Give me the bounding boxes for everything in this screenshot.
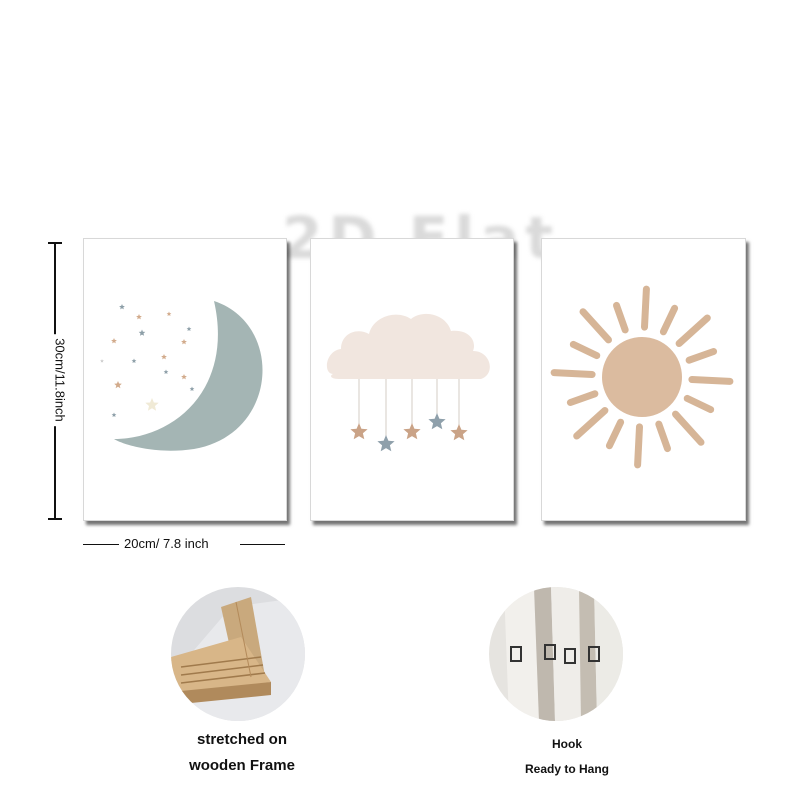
sun-ray xyxy=(613,301,629,334)
sun-ray xyxy=(683,394,715,414)
cloud-string-group xyxy=(350,379,468,452)
star-icon xyxy=(111,412,117,417)
moon-illustration xyxy=(100,301,263,451)
sun-ray xyxy=(566,390,599,406)
star-icon xyxy=(100,359,104,363)
hook-photo xyxy=(489,587,623,721)
star-icon xyxy=(181,374,187,380)
hook-caption-line-1: Hook xyxy=(552,737,582,751)
height-dimension-label: 30cm/11.8inch xyxy=(52,334,68,426)
star-icon xyxy=(377,435,395,452)
sun-ray xyxy=(675,314,711,347)
frame-caption-line-2: wooden Frame xyxy=(189,757,295,774)
sun-disc xyxy=(602,337,682,417)
wooden-frame-photo xyxy=(171,587,305,721)
star-icon xyxy=(181,339,187,345)
star-icon xyxy=(131,358,137,363)
star-icon xyxy=(114,381,122,389)
sun-ray xyxy=(688,376,734,385)
width-dimension-line-left xyxy=(83,544,119,545)
star-icon xyxy=(138,329,146,336)
cloud-shape xyxy=(326,313,490,379)
star-icon xyxy=(189,386,195,391)
sun-ray xyxy=(659,304,679,336)
star-icon xyxy=(145,398,159,411)
sun-ray xyxy=(641,285,650,331)
star-icon xyxy=(428,413,446,430)
sun-ray xyxy=(550,369,596,378)
moon-print xyxy=(83,238,287,521)
sun-ray xyxy=(672,410,705,446)
moon-star-group xyxy=(100,304,195,417)
cloud-print xyxy=(310,238,514,521)
sun-print xyxy=(541,238,746,521)
star-icon xyxy=(119,304,125,310)
cloud-illustration xyxy=(326,313,490,452)
hook-caption-line-2: Ready to Hang xyxy=(524,762,609,776)
width-dimension-label: 20cm/ 7.8 inch xyxy=(124,536,209,551)
sun-ray xyxy=(605,418,625,450)
star-icon xyxy=(111,338,117,344)
sun-ray-group xyxy=(550,285,734,469)
star-icon xyxy=(161,354,167,360)
star-icon xyxy=(403,423,421,440)
star-icon xyxy=(163,369,169,374)
star-icon xyxy=(186,326,192,331)
sun-ray xyxy=(573,407,609,440)
star-icon xyxy=(450,424,468,441)
star-icon xyxy=(166,311,172,316)
sun-ray xyxy=(634,423,643,469)
width-dimension-line-right xyxy=(240,544,285,545)
star-icon xyxy=(350,423,368,440)
sun-illustration xyxy=(550,285,734,469)
moon-shape xyxy=(114,301,263,451)
sun-ray xyxy=(569,340,601,360)
sun-ray xyxy=(685,348,718,364)
height-dimension-tick-bottom xyxy=(48,518,62,520)
frame-caption-line-1: stretched on xyxy=(196,731,287,748)
star-icon xyxy=(136,314,142,320)
sun-ray xyxy=(579,308,612,344)
height-dimension-tick-top xyxy=(48,242,62,244)
sun-ray xyxy=(655,420,671,453)
